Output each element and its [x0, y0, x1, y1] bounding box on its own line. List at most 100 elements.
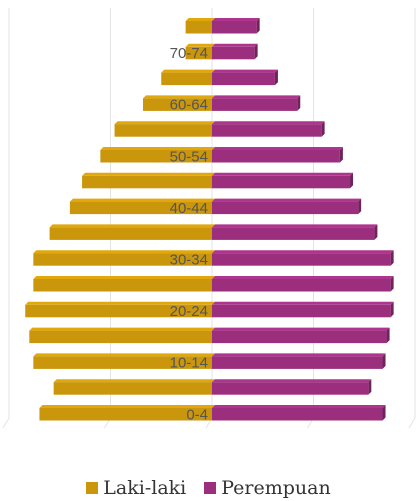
bar-laki-laki-75+-top — [185, 18, 215, 21]
bar-laki-laki-65-69-top — [161, 69, 215, 73]
bar-laki-laki-40-44-top — [69, 198, 216, 202]
bar-laki-laki-45-49-top — [82, 172, 215, 176]
series-laki-laki — [25, 18, 216, 421]
legend: Laki-laki Perempuan — [0, 474, 417, 501]
bar-perempuan-20-24-top — [212, 301, 394, 305]
bar-perempuan-10-14-top — [212, 353, 386, 357]
bar-perempuan-65-69[interactable] — [212, 72, 275, 86]
bar-perempuan-25-29[interactable] — [212, 279, 391, 292]
bar-laki-laki-55-59-top — [114, 121, 215, 125]
legend-label-laki-laki: Laki-laki — [103, 476, 187, 499]
bar-laki-laki-35-39-top — [49, 224, 215, 228]
bar-laki-laki-75+[interactable] — [185, 21, 212, 34]
bar-perempuan-20-24[interactable] — [212, 304, 391, 318]
tick-label: 40-44 — [170, 200, 208, 217]
bar-laki-laki-5-9[interactable] — [53, 382, 212, 395]
bar-laki-laki-30-34-top — [33, 250, 215, 254]
bar-laki-laki-70-74-top — [185, 43, 215, 47]
bar-laki-laki-0-4[interactable] — [39, 408, 213, 421]
bar-perempuan-55-59[interactable] — [212, 124, 322, 137]
bar-perempuan-15-19-side — [386, 327, 390, 344]
bar-perempuan-0-4-side — [382, 405, 386, 421]
bar-laki-laki-50-54[interactable] — [100, 150, 212, 163]
bar-laki-laki-10-14[interactable] — [33, 356, 212, 369]
bar-laki-laki-60-64[interactable] — [142, 98, 212, 111]
bar-perempuan-25-29-side — [390, 276, 394, 292]
bar-perempuan-60-64[interactable] — [212, 98, 298, 111]
bar-laki-laki-40-44[interactable] — [69, 201, 213, 215]
bar-perempuan-30-34-top — [212, 250, 394, 254]
tick-label: 20-24 — [170, 303, 208, 320]
bar-perempuan-10-14-side — [382, 353, 386, 369]
tick-label: 50-54 — [170, 148, 208, 165]
bar-laki-laki-30-34[interactable] — [33, 253, 212, 266]
bar-perempuan-50-54[interactable] — [212, 150, 340, 163]
bar-perempuan-35-39-side — [374, 224, 378, 240]
bar-perempuan-15-19-top — [212, 327, 390, 331]
bar-perempuan-65-69-side — [274, 69, 278, 86]
bar-perempuan-45-49-top — [212, 172, 354, 176]
bar-laki-laki-65-69[interactable] — [161, 72, 212, 86]
bar-perempuan-60-64-side — [297, 95, 301, 111]
gridline-floor — [408, 417, 416, 429]
bar-perempuan-55-59-top — [212, 121, 325, 125]
bar-perempuan-5-9-top — [212, 379, 372, 383]
bar-laki-laki-25-29[interactable] — [33, 279, 212, 292]
bar-perempuan-45-49[interactable] — [212, 175, 351, 189]
tick-label: 60-64 — [170, 97, 208, 114]
tick-label: 10-14 — [170, 355, 208, 372]
tick-label: 70-74 — [170, 45, 208, 62]
bar-laki-laki-50-54-top — [100, 147, 215, 150]
bar-perempuan-50-54-side — [339, 147, 343, 163]
bar-perempuan-5-9-side — [368, 379, 372, 395]
bar-laki-laki-15-19-top — [29, 327, 215, 331]
bar-laki-laki-25-29-top — [33, 276, 215, 279]
bar-perempuan-65-69-top — [212, 69, 278, 73]
bar-perempuan-0-4-top — [212, 405, 386, 408]
bar-perempuan-5-9[interactable] — [212, 382, 369, 395]
bar-laki-laki-55-59[interactable] — [114, 124, 212, 137]
bar-perempuan-30-34[interactable] — [212, 253, 391, 266]
bar-perempuan-10-14[interactable] — [212, 356, 383, 369]
bar-perempuan-50-54-top — [212, 147, 343, 150]
bar-perempuan-70-74-side — [254, 43, 258, 60]
bar-laki-laki-70-74[interactable] — [185, 46, 212, 60]
bar-laki-laki-0-4-top — [39, 405, 216, 408]
bar-perempuan-30-34-side — [390, 250, 394, 266]
bar-perempuan-0-4[interactable] — [212, 408, 383, 421]
bar-laki-laki-5-9-top — [53, 379, 215, 383]
bar-laki-laki-45-49[interactable] — [82, 175, 212, 189]
bar-perempuan-75+-top — [212, 18, 260, 21]
legend-item-laki-laki[interactable]: Laki-laki — [86, 477, 186, 499]
bar-perempuan-25-29-top — [212, 276, 394, 279]
gridline-floor — [2, 417, 10, 429]
bar-perempuan-75+-side — [256, 18, 260, 34]
bar-perempuan-35-39[interactable] — [212, 227, 375, 240]
bar-perempuan-45-49-side — [350, 172, 354, 189]
bar-perempuan-55-59-side — [321, 121, 325, 137]
bar-perempuan-60-64-top — [212, 95, 301, 99]
bar-laki-laki-20-24[interactable] — [25, 304, 212, 318]
bar-perempuan-20-24-side — [390, 301, 394, 318]
bar-laki-laki-10-14-top — [33, 353, 215, 357]
tick-label: 30-34 — [170, 251, 208, 268]
legend-label-perempuan: Perempuan — [221, 476, 331, 499]
legend-item-perempuan[interactable]: Perempuan — [204, 476, 331, 499]
bar-perempuan-40-44[interactable] — [212, 201, 359, 215]
bar-perempuan-75+[interactable] — [212, 21, 257, 34]
bar-perempuan-70-74[interactable] — [212, 46, 255, 60]
legend-swatch-perempuan — [204, 481, 217, 494]
series-perempuan — [212, 18, 394, 421]
bar-perempuan-40-44-side — [358, 198, 362, 215]
bar-laki-laki-15-19[interactable] — [29, 330, 212, 344]
bar-laki-laki-20-24-top — [25, 301, 215, 305]
bar-perempuan-15-19[interactable] — [212, 330, 387, 344]
tick-label: 0-4 — [186, 406, 208, 423]
bar-perempuan-35-39-top — [212, 224, 378, 228]
bar-laki-laki-60-64-top — [142, 95, 215, 99]
bar-perempuan-40-44-top — [212, 198, 362, 202]
bar-perempuan-70-74-top — [212, 43, 258, 47]
bar-laki-laki-35-39[interactable] — [49, 227, 212, 240]
category-axis-labels: 0-4 10-14 20-24 30-34 40-44 50-54 60-64 70-74 — [170, 45, 208, 423]
